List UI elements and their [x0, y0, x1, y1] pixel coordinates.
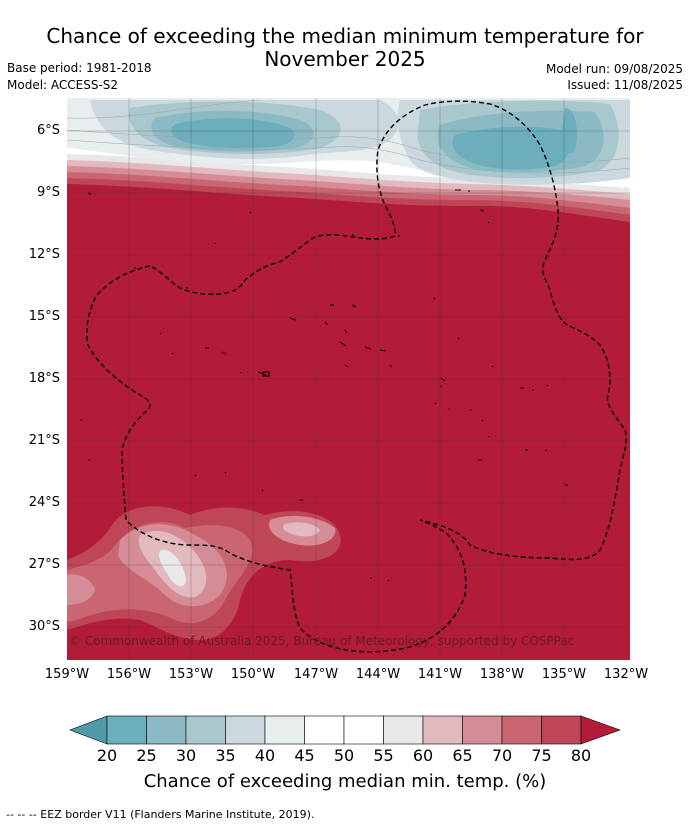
issued-date: Issued: 11/08/2025 — [567, 78, 683, 92]
colorbar-tick-label: 25 — [136, 746, 157, 765]
colorbar-tick-label: 75 — [531, 746, 552, 765]
model-run: Model run: 09/08/2025 — [545, 62, 683, 76]
colorbar-tick-label: 30 — [175, 746, 197, 765]
lat-label-12s: 12°S — [28, 247, 60, 262]
lat-label-15s: 15°S — [28, 309, 60, 324]
lat-label-30s: 30°S — [28, 619, 60, 634]
colorbar-segment — [343, 715, 384, 745]
lat-label-21s: 21°S — [28, 433, 60, 448]
colorbar-tick-label: 70 — [491, 746, 513, 765]
eez-footnote: -- -- -- EEZ border V11 (Flanders Marine… — [6, 808, 315, 821]
lon-label-132w: 132°W — [603, 667, 649, 682]
colorbar-segment — [185, 715, 226, 745]
colorbar-tick-label: 20 — [96, 746, 118, 765]
colorbar-over-arrow — [580, 715, 621, 745]
lon-label-135w: 135°W — [541, 667, 587, 682]
copyright-notice: © Commonwealth of Australia 2025, Bureau… — [69, 634, 575, 648]
colorbar-segment — [541, 715, 582, 745]
island-markers — [80, 189, 568, 582]
colorbar-segment — [501, 715, 542, 745]
colorbar-tick-label: 55 — [373, 746, 394, 765]
lon-label-159w: 159°W — [44, 667, 90, 682]
lon-label-144w: 144°W — [355, 667, 401, 682]
eez-border — [86, 100, 627, 653]
colorbar-tick-label: 40 — [254, 746, 276, 765]
colorbar-segment — [146, 715, 187, 745]
map-title-line2: November 2025 — [264, 47, 426, 71]
colorbar-tick-label: 65 — [452, 746, 473, 765]
base-period: Base period: 1981-2018 — [7, 61, 152, 75]
lon-label-150w: 150°W — [230, 667, 276, 682]
colorbar-tick-label: 35 — [215, 746, 236, 765]
colorbar-segment — [106, 715, 147, 745]
lon-label-141w: 141°W — [417, 667, 463, 682]
colorbar-segment — [383, 715, 424, 745]
lat-label-27s: 27°S — [28, 557, 60, 572]
grid-lines — [67, 98, 630, 660]
colorbar-tick-label: 60 — [412, 746, 434, 765]
colorbar-segment — [225, 715, 266, 745]
lon-label-153w: 153°W — [168, 667, 214, 682]
colorbar-segment — [422, 715, 463, 745]
colorbar-segment — [462, 715, 503, 745]
colorbar-tick-label: 50 — [333, 746, 355, 765]
colorbar-label: Chance of exceeding median min. temp. (%… — [143, 771, 547, 792]
map-title-line1: Chance of exceeding the median minimum t… — [46, 24, 644, 48]
lon-label-147w: 147°W — [293, 667, 339, 682]
colorbar-tick-label: 80 — [570, 746, 592, 765]
colorbar-segment — [264, 715, 305, 745]
colorbar-tick-label: 45 — [294, 746, 315, 765]
lon-label-138w: 138°W — [479, 667, 525, 682]
colorbar — [69, 715, 621, 745]
lat-label-6s: 6°S — [36, 123, 60, 138]
model-name: Model: ACCESS-S2 — [7, 78, 119, 92]
lat-label-18s: 18°S — [28, 371, 60, 386]
colorbar-under-arrow — [69, 715, 108, 745]
lat-label-9s: 9°S — [36, 185, 60, 200]
lon-label-156w: 156°W — [106, 667, 152, 682]
colorbar-segment — [304, 715, 345, 745]
lat-label-24s: 24°S — [28, 495, 60, 510]
